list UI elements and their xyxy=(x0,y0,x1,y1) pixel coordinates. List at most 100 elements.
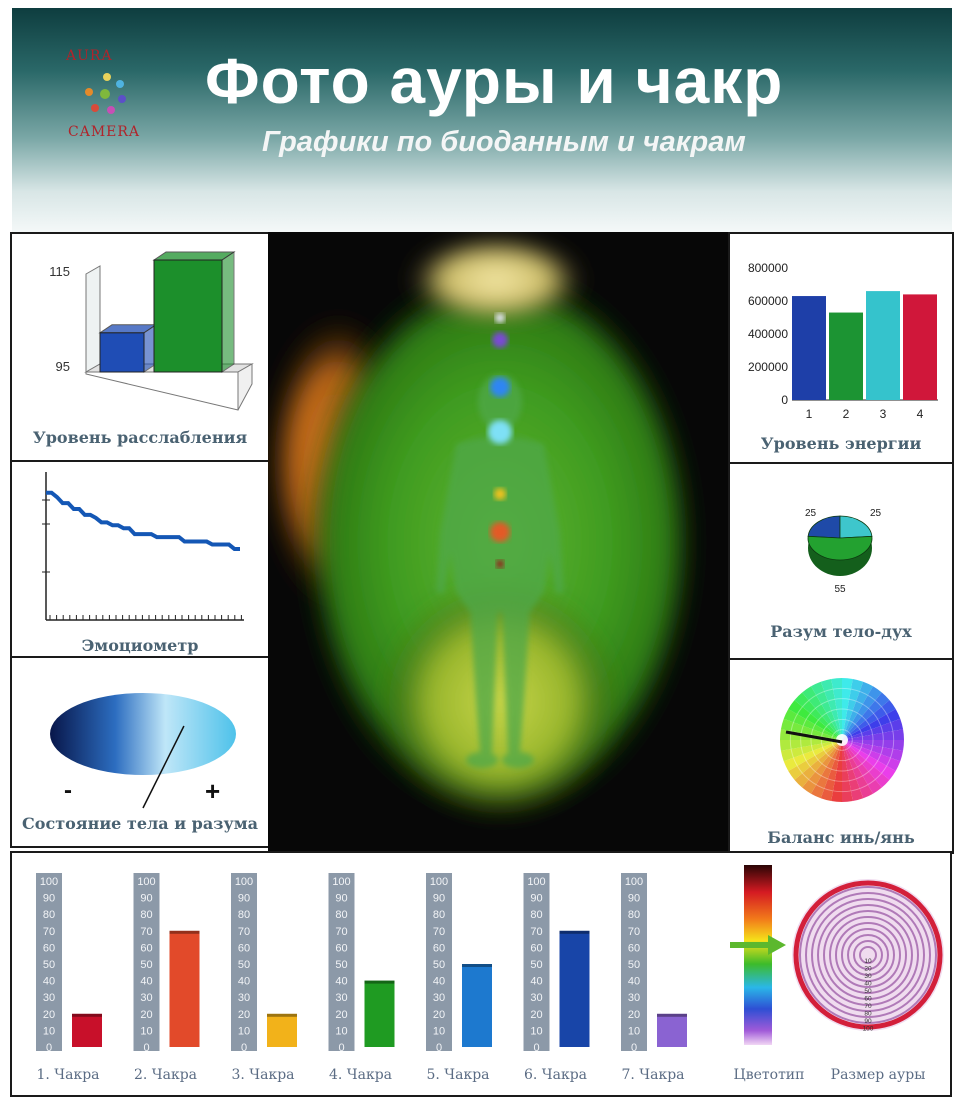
aura-size-scale-label: 50 xyxy=(864,988,872,995)
chakra-tick-label: 50 xyxy=(335,959,347,971)
chakra-tick-label: 50 xyxy=(530,959,542,971)
pie-slice xyxy=(839,515,873,539)
chakra-label: 6. Чакра xyxy=(523,1067,588,1083)
chakra-1-dot xyxy=(496,560,504,568)
aura-size-inner-ring xyxy=(811,898,925,1012)
chakra-chart: 1009080706050403020100100908070605040302… xyxy=(36,873,687,1054)
color-wheel-segment xyxy=(842,740,896,780)
color-wheel-segment xyxy=(842,686,882,740)
chakra-tick-label: 20 xyxy=(43,1009,55,1021)
aura-size-scale-label: 100 xyxy=(863,1026,874,1033)
aura-photo-image xyxy=(268,232,728,852)
chakra-tick-label: 30 xyxy=(628,992,640,1004)
chakra-tick-label: 0 xyxy=(338,1042,344,1054)
chakra-tick-label: 50 xyxy=(140,959,152,971)
body-mind-chart: - + xyxy=(50,693,236,809)
chakra-tick-label: 0 xyxy=(436,1042,442,1054)
chakra-tick-label: 60 xyxy=(140,942,152,954)
energy-chart: 800000 600000 400000 200000 0 1 2 3 4 xyxy=(748,261,938,421)
color-wheel-segment xyxy=(794,692,842,740)
color-wheel-segment xyxy=(842,740,890,788)
chakra-tick-label: 100 xyxy=(527,876,545,888)
color-wheel-segment xyxy=(820,678,842,740)
mind-body-spirit-caption: Разум тело-дух xyxy=(770,622,912,641)
aura-size-inner-ring xyxy=(817,904,919,1006)
chakra-3-dot xyxy=(494,488,506,500)
aura-camera-logo-icon xyxy=(85,73,126,114)
chakra-tick-label: 70 xyxy=(530,926,542,938)
chakra-bar-top xyxy=(72,1013,102,1017)
energy-bar xyxy=(903,294,937,400)
relaxation-bar-top xyxy=(152,251,236,261)
energy-tick-label: 0 xyxy=(781,393,788,407)
color-wheel-segment xyxy=(842,709,901,740)
chakra-tick-label: 20 xyxy=(530,1009,542,1021)
chakra-label: 5. Чакра xyxy=(426,1067,490,1083)
color-wheel-segment xyxy=(831,678,842,740)
chakra-tick-label: 60 xyxy=(530,942,542,954)
header-banner xyxy=(12,8,952,232)
chakra-tick-label: 100 xyxy=(332,876,350,888)
color-wheel-segment xyxy=(780,729,842,740)
chakra-tick-label: 0 xyxy=(533,1042,539,1054)
chakra-tick-label: 20 xyxy=(433,1009,445,1021)
color-wheel-segment xyxy=(842,740,882,794)
chakra-bar xyxy=(169,930,200,1047)
chakra-label: 7. Чакра xyxy=(621,1067,685,1083)
chakra-scale-strip xyxy=(523,873,550,1051)
energy-tick-label: 200000 xyxy=(748,360,788,374)
chakra-tick-label: 50 xyxy=(433,959,445,971)
aura-lower-glow xyxy=(380,582,620,822)
chakra-tick-label: 90 xyxy=(433,893,445,905)
energy-bar xyxy=(792,296,826,400)
color-wheel-segment xyxy=(842,692,890,740)
body-mind-plus: + xyxy=(205,776,220,806)
yin-yang-caption: Баланс инь/янь xyxy=(767,828,915,847)
aura-size-inner-ring xyxy=(805,892,931,1018)
emotiometer-line xyxy=(46,490,240,551)
pie-slice xyxy=(807,535,873,561)
relaxation-caption: Уровень расслабления xyxy=(32,428,248,447)
chakra-scale-strip xyxy=(36,873,62,1051)
body-mind-needle xyxy=(142,725,185,809)
chakra-scale-strip xyxy=(133,873,160,1051)
relaxation-base-side xyxy=(237,363,253,411)
color-wheel xyxy=(780,678,904,802)
chakra-tick-label: 90 xyxy=(335,893,347,905)
aura-size-ring xyxy=(793,880,943,1030)
aura-size-scale-label: 20 xyxy=(864,966,872,973)
chakra-tick-label: 60 xyxy=(628,942,640,954)
chakra-bar xyxy=(462,964,492,1047)
relaxation-base-edge xyxy=(85,371,239,411)
color-wheel-segment xyxy=(842,678,853,740)
chakra-tick-label: 60 xyxy=(433,942,445,954)
aura-top-glow xyxy=(406,235,586,325)
yin-yang-panel: Баланс инь/янь xyxy=(728,658,954,854)
mind-body-spirit-panel: 25 25 55 Разум тело-дух xyxy=(728,462,954,662)
chakra-tick-label: 80 xyxy=(628,909,640,921)
color-wheel-segment xyxy=(780,740,842,762)
color-wheel-segment xyxy=(842,740,853,802)
relaxation-tick-label: 115 xyxy=(49,264,70,279)
chakra-tick-label: 80 xyxy=(238,909,250,921)
chakra-tick-label: 90 xyxy=(140,893,152,905)
mind-body-spirit-chart: 25 25 55 xyxy=(805,508,882,595)
color-wheel-segment xyxy=(788,700,842,740)
chakra-tick-label: 10 xyxy=(43,1025,55,1037)
page-title: Фото ауры и чакр xyxy=(205,45,784,117)
color-wheel-center xyxy=(836,734,848,746)
chakra-tick-label: 20 xyxy=(335,1009,347,1021)
chakra-tick-label: 80 xyxy=(140,909,152,921)
chakra-tick-label: 60 xyxy=(238,942,250,954)
color-wheel-segment xyxy=(788,740,842,780)
energy-category-label: 1 xyxy=(806,407,813,421)
color-wheel-segment xyxy=(780,740,842,751)
chakra-tick-label: 40 xyxy=(628,976,640,988)
energy-tick-label: 800000 xyxy=(748,261,788,275)
chakra-tick-label: 70 xyxy=(628,926,640,938)
chakra-tick-label: 20 xyxy=(238,1009,250,1021)
chakra-tick-label: 30 xyxy=(238,992,250,1004)
relaxation-back-wall xyxy=(85,265,101,373)
yin-yang-chart xyxy=(780,678,904,802)
aura-size-inner-ring xyxy=(823,910,913,1000)
